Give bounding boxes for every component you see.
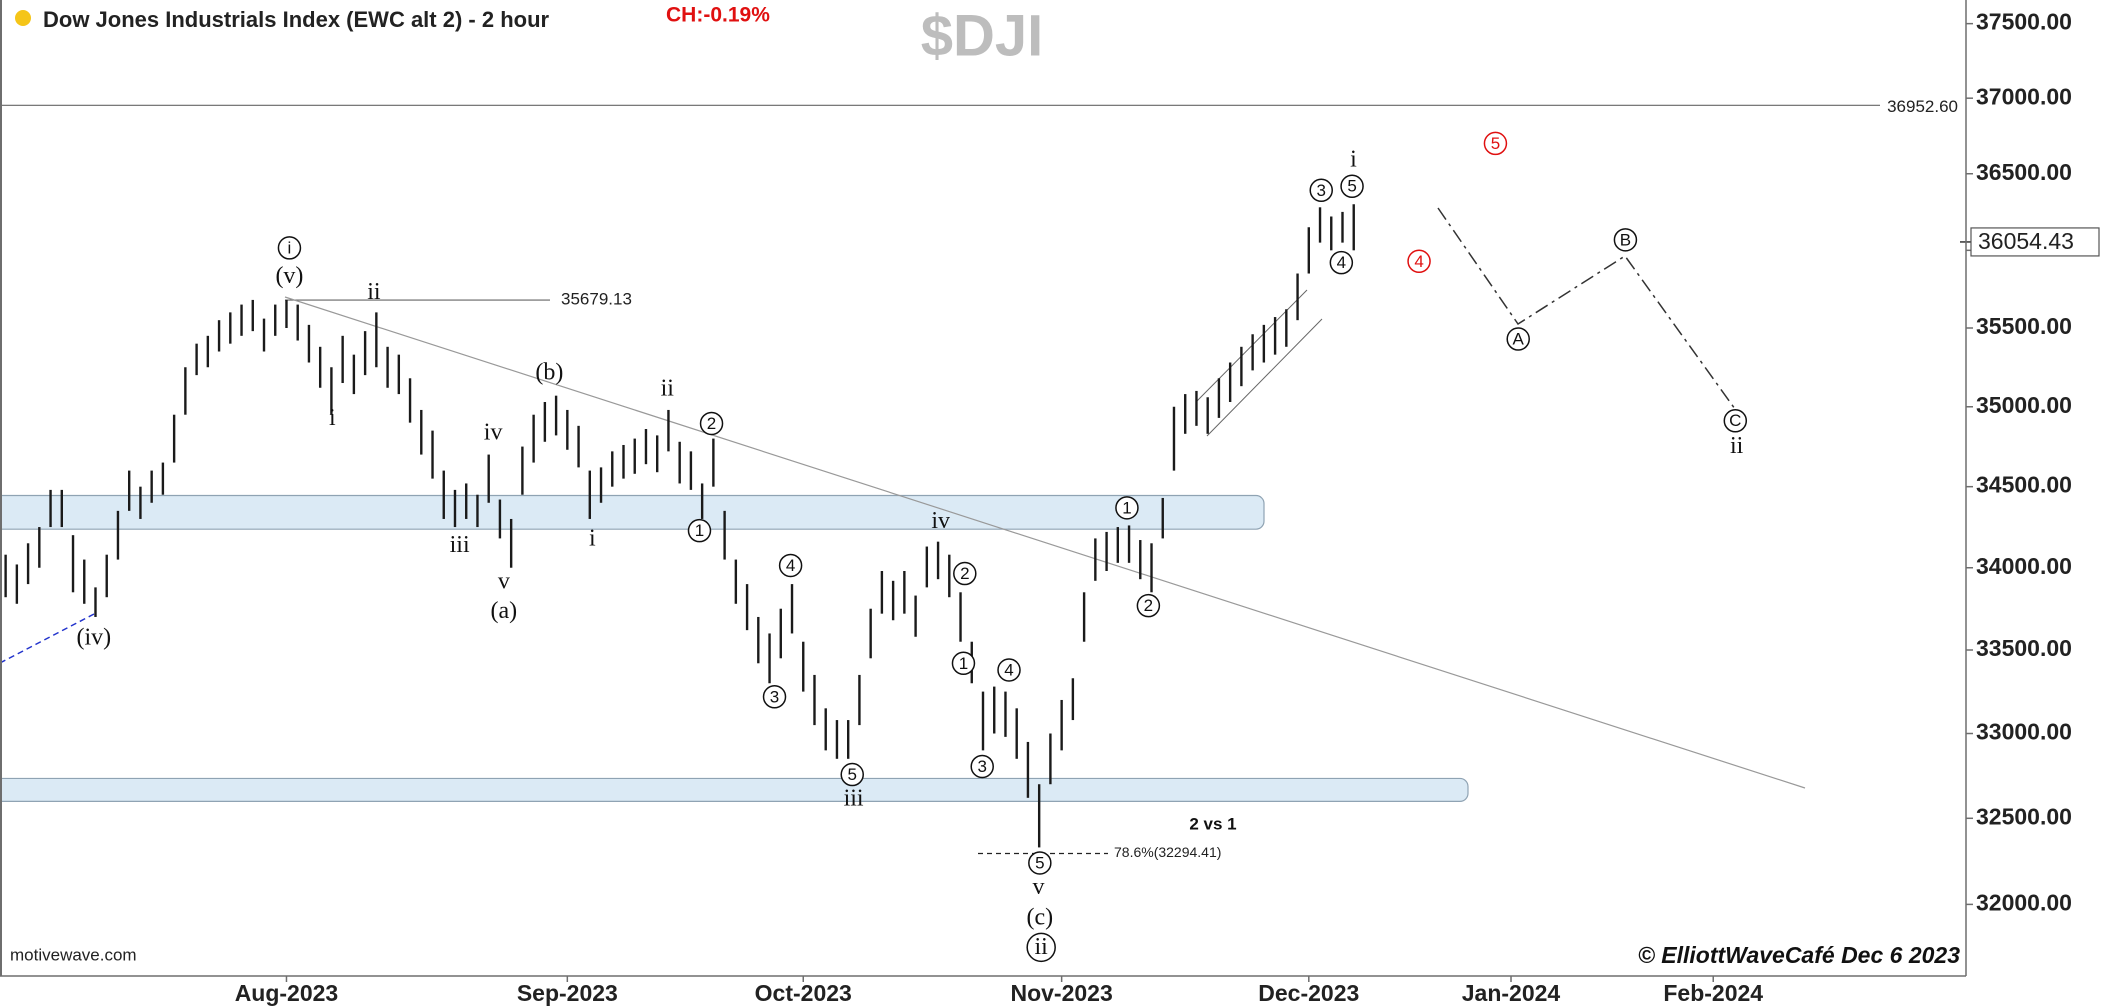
wave-label: v	[498, 568, 510, 594]
wave-label: ii	[1035, 934, 1049, 960]
wave-label: i	[589, 526, 596, 552]
wave-label-circle	[699, 411, 724, 436]
wave-label: v	[1033, 874, 1045, 900]
wave-label-circle	[1723, 409, 1748, 433]
wave-label: 2	[960, 564, 969, 583]
wave-label-circle	[1329, 250, 1354, 275]
wave-label: 4	[1004, 660, 1013, 679]
trend-line	[284, 296, 1806, 789]
symbol: $DJI	[921, 3, 1044, 68]
note: 2 vs 1	[1189, 814, 1236, 833]
x-tick-label: Nov-2023	[1010, 980, 1112, 1006]
wave-label: (a)	[491, 598, 518, 624]
wave-label-circle	[778, 553, 803, 578]
wave-label-circle	[762, 685, 787, 709]
wave-label: i	[329, 405, 336, 431]
trend-line	[0, 613, 95, 664]
wave-label: ii	[367, 279, 381, 305]
wave-label: i	[288, 238, 292, 257]
y-tick-label: 33000.00	[1976, 719, 2072, 745]
y-tick-label: 35000.00	[1976, 392, 2072, 418]
wave-label: 1	[1122, 498, 1131, 517]
wave-label: iii	[450, 532, 470, 558]
wave-label-circle	[1136, 593, 1161, 618]
wave-label: 5	[848, 765, 857, 784]
wave-label: 5	[1491, 134, 1500, 153]
wave-label: iv	[931, 508, 950, 534]
wave-label: iv	[484, 420, 503, 446]
x-tick-label: Sep-2023	[517, 980, 618, 1006]
wave-label: ii	[661, 375, 675, 401]
wave-label-circle	[951, 651, 976, 676]
y-tick-label: 34500.00	[1976, 472, 2072, 498]
wave-label: 5	[1347, 177, 1356, 196]
wave-label-circle	[840, 762, 864, 787]
wave-label-circle	[1026, 932, 1056, 963]
wave-label: 4	[1414, 252, 1423, 271]
price-level-label: 36952.60	[1887, 97, 1958, 116]
y-tick-label: 34000.00	[1976, 553, 2072, 579]
y-tick-label: 36500.00	[1976, 159, 2072, 185]
wave-label-circle	[1309, 178, 1333, 203]
y-tick-label: 33500.00	[1976, 635, 2072, 661]
wave-label-circle	[1028, 851, 1052, 875]
wave-label: 1	[959, 654, 968, 673]
source: motivewave.com	[10, 945, 137, 964]
wave-label-circle	[1407, 249, 1431, 274]
price-level-label: 78.6%(32294.41)	[1114, 844, 1221, 860]
wave-label: (c)	[1027, 905, 1054, 931]
wave-label: 5	[1035, 853, 1044, 872]
support-zone	[0, 777, 1469, 803]
support-zone	[0, 494, 1265, 530]
projection-path	[1437, 207, 1736, 410]
wave-label: (iv)	[76, 625, 111, 651]
wave-label-circle	[953, 561, 977, 586]
x-tick-label: Aug-2023	[235, 980, 339, 1006]
wave-label-circle	[997, 658, 1021, 682]
y-tick-label: 32000.00	[1976, 889, 2072, 915]
credit: © ElliottWaveCafé Dec 6 2023	[1638, 942, 1960, 968]
x-tick-label: Dec-2023	[1258, 980, 1359, 1006]
wave-label-circle	[1115, 496, 1139, 520]
wave-label-circle	[1506, 327, 1530, 351]
last-price-label: 36054.43	[1978, 228, 2074, 254]
x-tick-label: Oct-2023	[755, 980, 852, 1006]
wave-label-circle	[687, 518, 712, 543]
y-tick-label: 35500.00	[1976, 313, 2072, 339]
wave-label-circle	[1613, 228, 1638, 252]
wave-label: i	[1350, 146, 1357, 172]
chart-title: Dow Jones Industrials Index (EWC alt 2) …	[43, 7, 550, 32]
wave-label: 3	[770, 687, 779, 706]
price-level-label: 35679.13	[561, 290, 632, 309]
wave-label: 2	[1144, 596, 1153, 615]
y-tick-label: 32500.00	[1976, 803, 2072, 829]
wave-label: iii	[844, 785, 864, 811]
wave-label: 1	[695, 521, 704, 540]
x-tick-label: Feb-2024	[1663, 980, 1763, 1006]
wave-label-circle	[970, 754, 994, 779]
wave-label: 2	[707, 414, 716, 433]
wave-label-circle	[277, 236, 302, 260]
last-price-box	[1970, 227, 2100, 257]
wave-label: 4	[1337, 253, 1346, 272]
y-tick-label: 37000.00	[1976, 83, 2072, 109]
wave-label-circle	[1483, 131, 1508, 156]
wave-label: C	[1729, 411, 1741, 430]
wave-label: B	[1620, 230, 1631, 249]
x-tick-label: Jan-2024	[1462, 980, 1561, 1006]
wave-label: A	[1513, 330, 1525, 349]
wave-label: (v)	[275, 263, 303, 289]
wave-label-circle	[1340, 174, 1364, 199]
wave-label: 3	[1317, 181, 1326, 200]
y-tick-label: 37500.00	[1976, 9, 2072, 35]
wave-label: ii	[1730, 433, 1744, 459]
wave-label: 4	[786, 556, 795, 575]
wave-label: 3	[977, 757, 986, 776]
change-label: CH:-0.19%	[666, 4, 770, 27]
channel-line	[1206, 318, 1323, 437]
status-dot	[15, 10, 31, 26]
wave-label: (b)	[535, 359, 563, 385]
